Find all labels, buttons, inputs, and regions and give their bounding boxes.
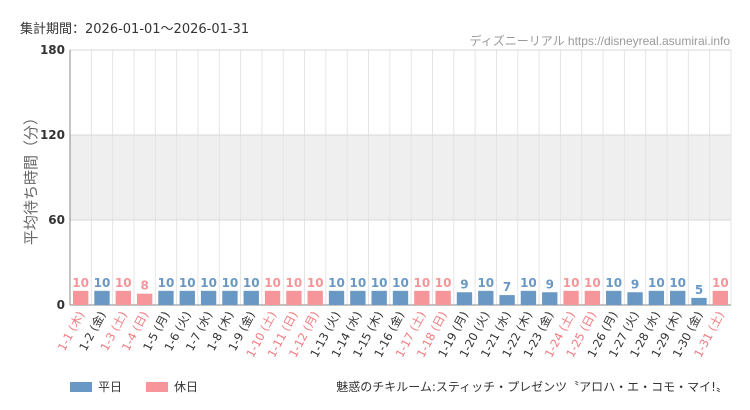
data-label: 10 [648,276,665,290]
data-label: 9 [460,277,468,291]
bar [94,290,110,305]
data-label: 10 [222,276,239,290]
bar [264,290,281,305]
data-label: 10 [158,276,175,290]
data-label: 9 [546,277,554,291]
bar [456,292,473,305]
data-label: 10 [307,276,324,290]
bar [243,290,259,305]
legend-label-holiday: 休日 [174,380,199,394]
bar [584,290,601,305]
bar [115,290,131,305]
data-label: 9 [631,277,639,291]
bar [670,290,686,305]
bar [478,290,494,305]
data-label: 10 [435,276,452,290]
legend-label-weekday: 平日 [98,380,123,394]
data-label: 10 [243,276,260,290]
y-axis-title: 平均待ち時間（分） [22,110,40,245]
bar [286,290,302,305]
bar [307,290,323,305]
bar [328,290,345,305]
legend-swatch-weekday [70,381,92,392]
data-label: 10 [72,276,89,290]
data-label: 10 [179,276,196,290]
bar [414,290,430,305]
data-label: 10 [94,276,111,290]
legend: 平日 休日 [70,378,198,395]
bar [648,290,665,305]
attraction-name: 魅惑のチキルーム:スティッチ・プレゼンツ〝アロハ・エ・コモ・マイ!〟 [336,380,728,394]
bar [542,292,558,305]
bar [691,297,707,305]
bar [435,290,451,305]
data-label: 10 [115,276,132,290]
bar [392,290,409,305]
y-tick-label: 120 [40,128,65,142]
data-label: 10 [413,276,430,290]
period-label: 集計期間：2026-01-01～2026-01-31 [20,22,250,37]
bar [563,290,579,305]
data-label: 10 [200,276,217,290]
data-label: 10 [520,276,537,290]
data-label: 10 [477,276,494,290]
data-label: 10 [669,276,686,290]
bar [158,290,174,305]
bar [712,290,729,305]
bar [520,290,537,305]
data-label: 7 [503,280,511,294]
legend-item-holiday[interactable]: 休日 [146,378,198,395]
bar [350,290,366,305]
data-label: 10 [392,276,409,290]
site-credit[interactable]: ディズニーリアル https://disneyreal.asumirai.inf… [469,34,730,48]
data-label: 8 [140,279,148,293]
bar [200,290,217,305]
data-label: 5 [695,283,703,297]
bar [606,290,622,305]
data-label: 10 [264,276,281,290]
bar [499,295,515,305]
bar [222,290,238,305]
y-tick-label: 0 [57,298,65,312]
bar [136,293,153,305]
bar [179,290,195,305]
y-tick-label: 60 [48,213,65,227]
legend-item-weekday[interactable]: 平日 [70,378,122,395]
shaded-band [70,135,731,220]
data-label: 10 [563,276,580,290]
y-tick-label: 180 [40,43,65,57]
data-label: 10 [712,276,729,290]
bar [72,290,89,305]
legend-swatch-holiday [146,381,169,392]
data-label: 10 [584,276,601,290]
data-label: 10 [350,276,367,290]
bar [627,292,643,305]
data-label: 10 [371,276,388,290]
data-label: 10 [605,276,622,290]
data-label: 10 [328,276,345,290]
data-label: 10 [286,276,303,290]
bar [371,290,387,305]
